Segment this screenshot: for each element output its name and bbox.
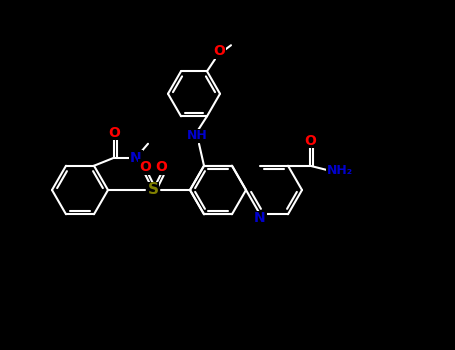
Text: O: O	[155, 160, 167, 174]
Text: N: N	[130, 151, 142, 165]
Text: S: S	[147, 182, 158, 197]
Text: O: O	[304, 134, 316, 148]
Text: NH: NH	[187, 129, 207, 142]
Text: O: O	[108, 126, 120, 140]
Text: NH₂: NH₂	[327, 164, 353, 177]
Text: O: O	[139, 160, 151, 174]
Text: O: O	[213, 44, 225, 58]
Text: N: N	[254, 211, 266, 225]
